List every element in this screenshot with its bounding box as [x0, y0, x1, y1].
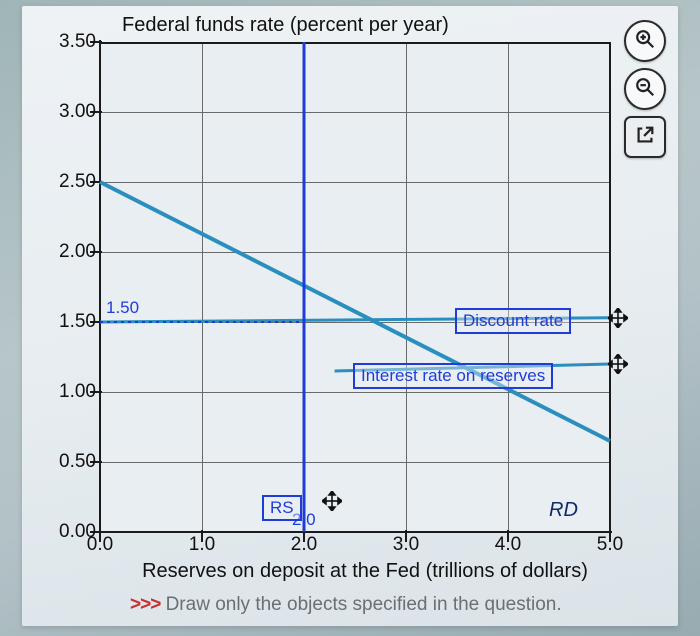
- zoom-in-button[interactable]: [624, 20, 666, 62]
- gridline-h: [100, 462, 610, 463]
- zoom-out-icon: [634, 76, 656, 103]
- gridline-h: [100, 252, 610, 253]
- plot-area[interactable]: 0.000.501.001.502.002.503.003.500.01.02.…: [100, 42, 610, 532]
- ior-handle[interactable]: [608, 354, 628, 374]
- gridline-h: [100, 112, 610, 113]
- gridline-v: [406, 42, 407, 532]
- gridline-h: [100, 392, 610, 393]
- tick-label-x: 5.0: [585, 532, 635, 556]
- instruction-body: Draw only the objects specified in the q…: [160, 594, 561, 615]
- instruction-text: >>> Draw only the objects specified in t…: [130, 594, 562, 616]
- x-axis-title: Reserves on deposit at the Fed (trillion…: [120, 560, 610, 583]
- guide-y-value: 1.50: [106, 298, 139, 318]
- chart-svg: [98, 40, 628, 534]
- tick-label-x: 1.0: [177, 532, 227, 556]
- tick-label-y: 1.50: [26, 311, 100, 333]
- rs-label[interactable]: RS: [262, 495, 302, 521]
- y-axis-line: [99, 40, 101, 534]
- discount-rate-label[interactable]: Discount rate: [455, 308, 571, 334]
- tick-label-y: 1.00: [26, 381, 100, 403]
- tick-label-x: 3.0: [381, 532, 431, 556]
- instruction-chevrons: >>>: [130, 594, 160, 615]
- tick-label-x: 4.0: [483, 532, 533, 556]
- tick-label-y: 2.50: [26, 171, 100, 193]
- popout-icon: [634, 124, 656, 151]
- tick-label-y: 3.50: [26, 31, 100, 53]
- gridline-v: [508, 42, 509, 532]
- discount-rate-handle[interactable]: [608, 308, 628, 328]
- tick-label-x: 2.0: [279, 532, 329, 556]
- zoom-out-button[interactable]: [624, 68, 666, 110]
- chart-panel: Federal funds rate (percent per year): [22, 6, 678, 626]
- rd-label: RD: [549, 499, 578, 522]
- rs-handle[interactable]: [322, 491, 342, 511]
- tick-label-y: 3.00: [26, 101, 100, 123]
- gridline-v: [202, 42, 203, 532]
- popout-button[interactable]: [624, 116, 666, 158]
- screenshot-background: Federal funds rate (percent per year): [0, 0, 700, 636]
- chart-title: Federal funds rate (percent per year): [122, 14, 449, 37]
- interest-on-reserves-label[interactable]: Interest rate on reserves: [353, 363, 553, 389]
- tick-label-y: 2.00: [26, 241, 100, 263]
- gridline-v: [304, 42, 305, 532]
- x-axis-line: [98, 531, 612, 533]
- tick-label-x: 0.0: [75, 532, 125, 556]
- gridline-h: [100, 182, 610, 183]
- zoom-in-icon: [634, 28, 656, 55]
- tick-label-y: 0.50: [26, 451, 100, 473]
